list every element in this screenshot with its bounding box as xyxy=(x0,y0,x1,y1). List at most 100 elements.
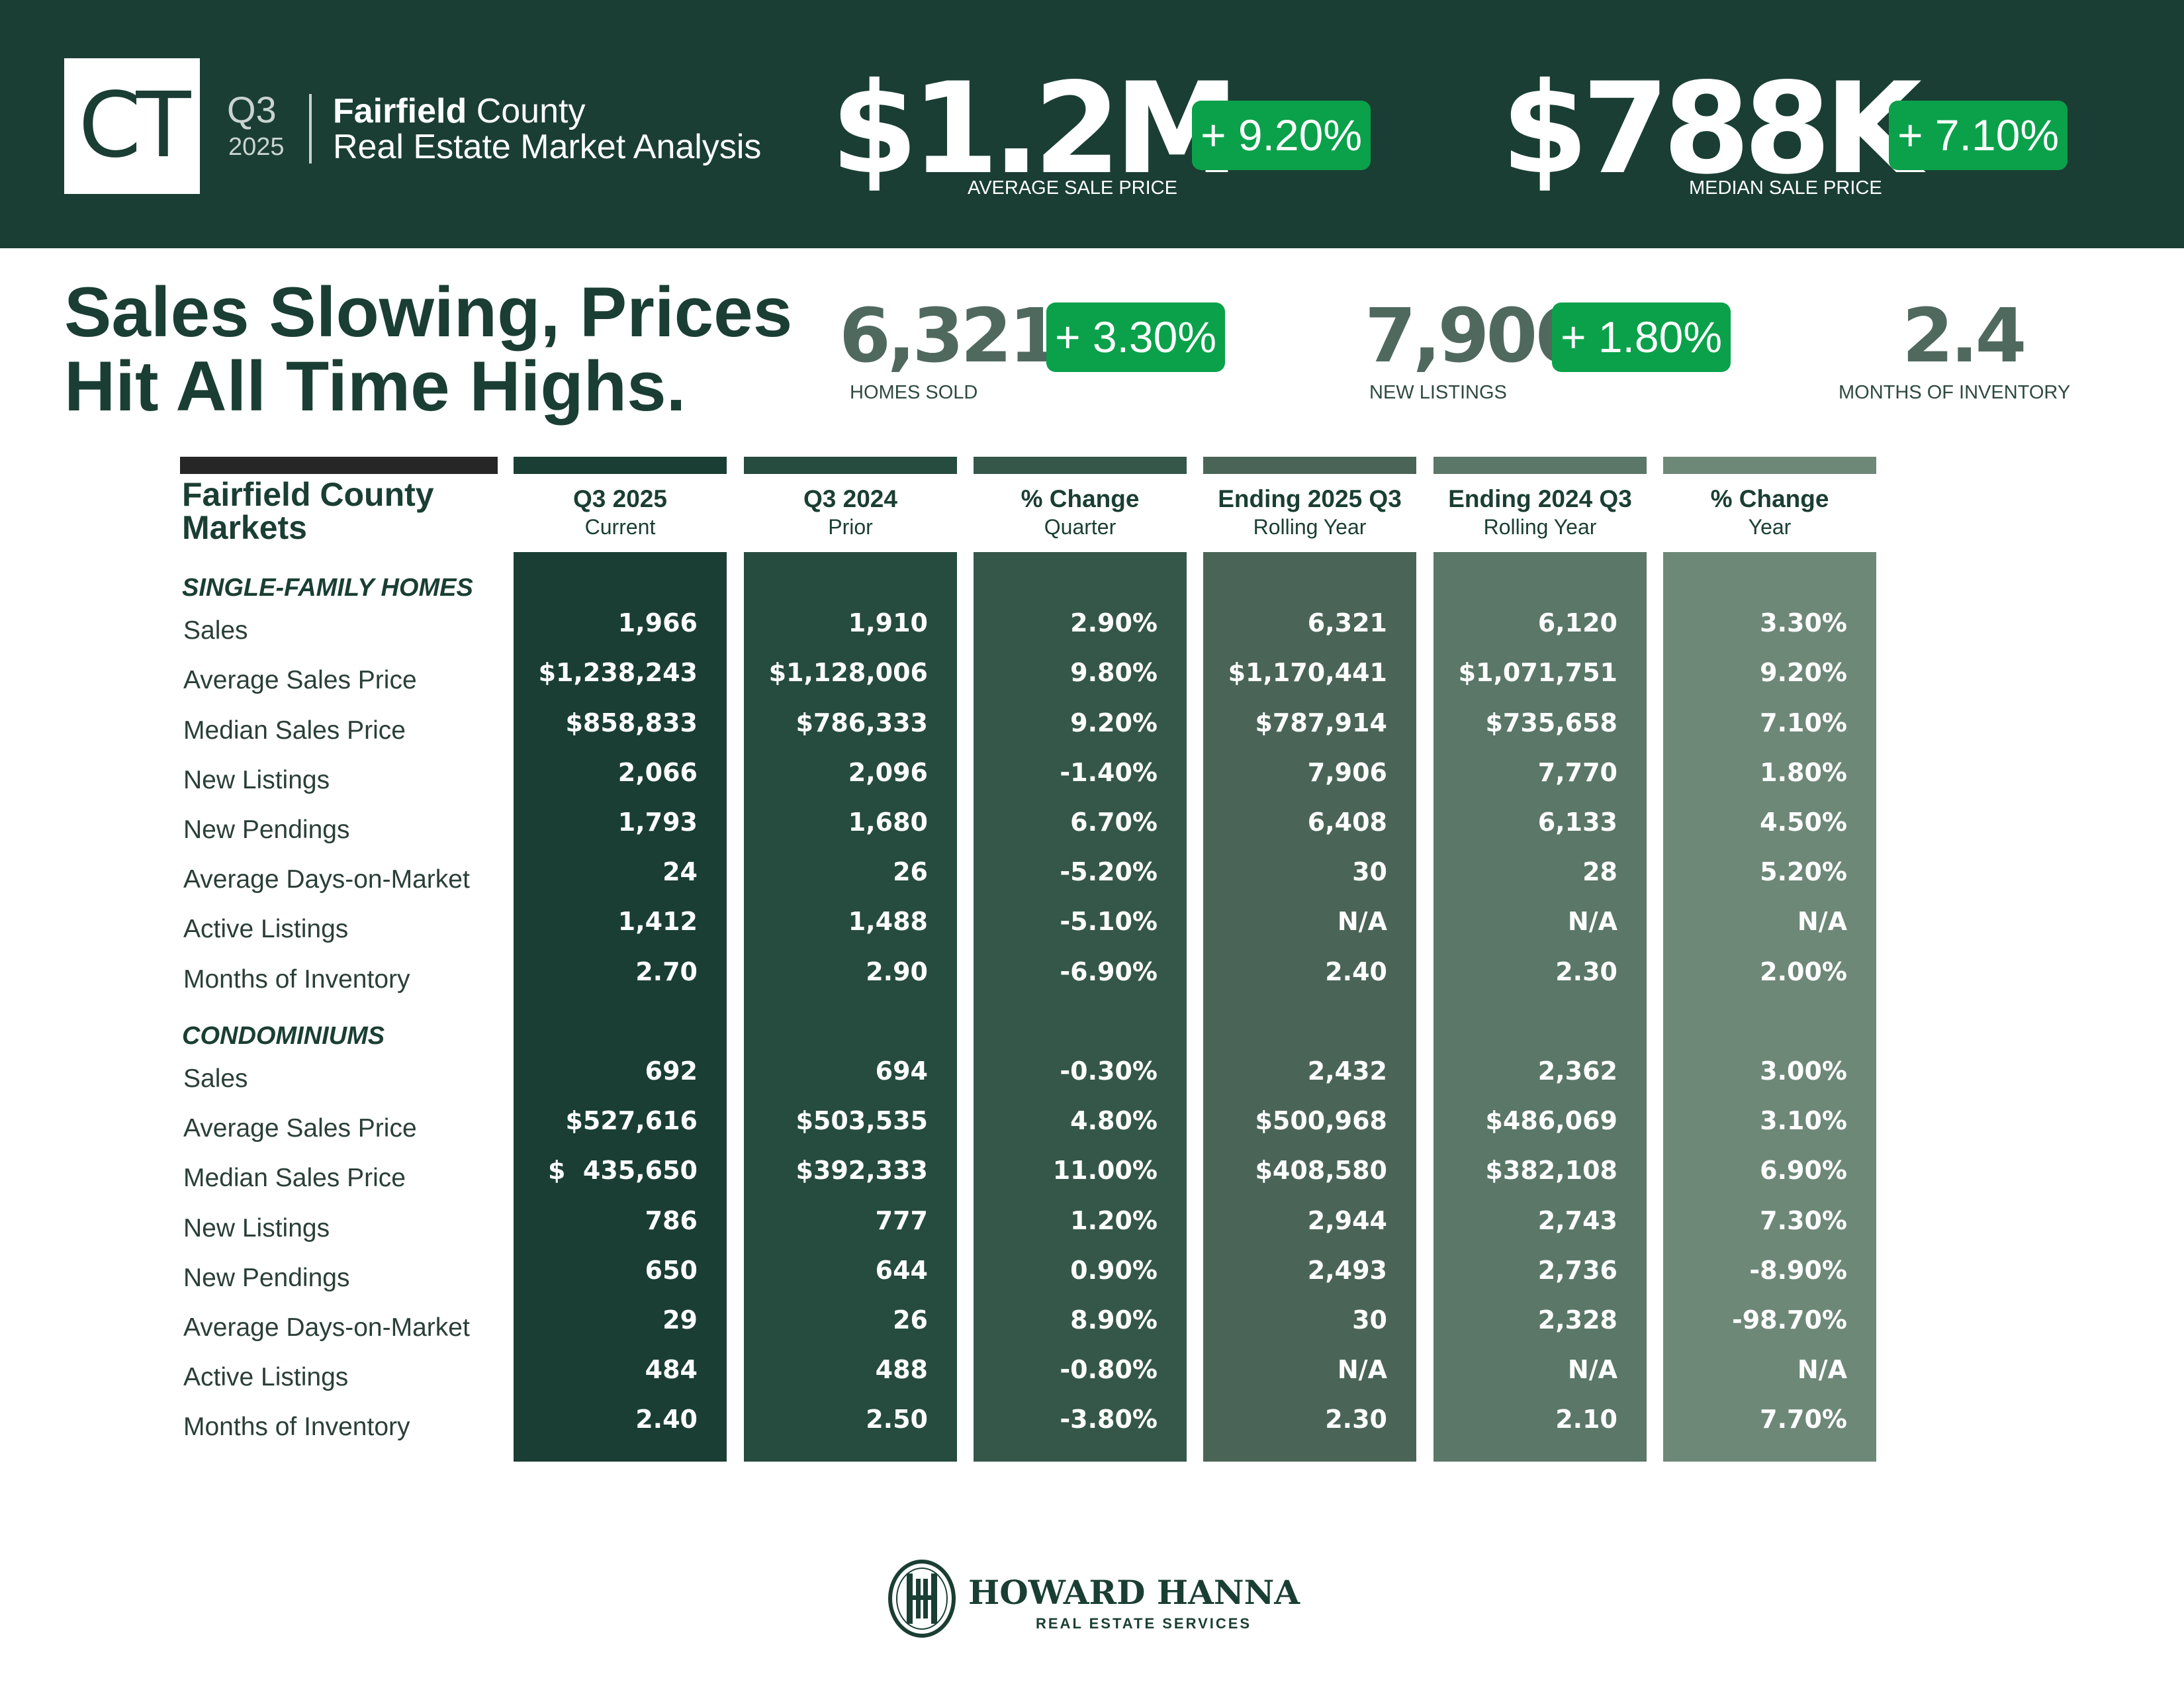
table-cell: $1,238,243 xyxy=(538,658,698,688)
column-title: Ending 2024 Q3 xyxy=(1448,485,1632,512)
table-cell: N/A xyxy=(1797,907,1847,937)
table-cell: 9.80% xyxy=(1070,658,1158,688)
table-cell: 777 xyxy=(875,1205,928,1235)
row-label: Active Listings xyxy=(183,915,349,944)
report-title: Real Estate Market Analysis xyxy=(333,128,762,166)
column-body xyxy=(514,552,727,1462)
table-cell: 9.20% xyxy=(1070,708,1158,737)
table-cell: 9.20% xyxy=(1760,658,1847,688)
row-label: Active Listings xyxy=(183,1363,349,1392)
column-subtitle: Rolling Year xyxy=(1483,515,1597,539)
column-subtitle: Rolling Year xyxy=(1253,515,1367,539)
table-cell: 2,066 xyxy=(617,757,698,787)
table-cell: 4.50% xyxy=(1760,808,1847,837)
column-subtitle: Current xyxy=(584,515,656,539)
table-cell: N/A xyxy=(1797,1355,1847,1385)
column-top-bar xyxy=(974,457,1187,474)
table-cell: 1.20% xyxy=(1070,1205,1158,1235)
table-cell: N/A xyxy=(1337,907,1387,937)
column-title: Ending 2025 Q3 xyxy=(1218,485,1402,512)
column-header: % Change Quarter xyxy=(974,485,1187,540)
table-cell: 0.90% xyxy=(1070,1255,1158,1285)
county-name: Fairfield xyxy=(333,92,467,130)
headline-line-1: Sales Slowing, Prices xyxy=(64,272,793,352)
row-label: New Pendings xyxy=(183,816,350,844)
table-cell: 2.70 xyxy=(635,957,698,986)
avg-sale-price-label: AVERAGE SALE PRICE xyxy=(968,177,1177,199)
table-cell: 786 xyxy=(645,1205,698,1235)
table-cell: -0.80% xyxy=(1060,1355,1158,1385)
table-cell: 694 xyxy=(875,1056,928,1086)
table-cell: 2,328 xyxy=(1537,1305,1617,1335)
table-cell: $1,128,006 xyxy=(768,658,928,688)
homes-sold-change: + 3.30% xyxy=(1046,303,1225,372)
column-body xyxy=(1433,552,1647,1462)
new-listings-label: NEW LISTINGS xyxy=(1369,382,1507,403)
table-cell: 30 xyxy=(1352,857,1387,887)
table-cell: 6.70% xyxy=(1070,808,1158,837)
section-title: CONDOMINIUMS xyxy=(182,1021,385,1050)
table-cell: $408,580 xyxy=(1255,1156,1387,1186)
table-cell: 2.90 xyxy=(866,957,928,986)
table-cell: N/A xyxy=(1567,1355,1617,1385)
table-cell: 2.90% xyxy=(1070,608,1158,638)
table-cell: $1,071,751 xyxy=(1458,658,1617,688)
table-cell: 2,736 xyxy=(1537,1255,1617,1285)
table-cell: N/A xyxy=(1337,1355,1387,1385)
table-cell: -0.30% xyxy=(1060,1056,1158,1086)
table-cell: 1,488 xyxy=(848,907,928,937)
table-cell: 2,493 xyxy=(1307,1255,1387,1285)
table-cell: $392,333 xyxy=(796,1156,928,1186)
table-cell: $787,914 xyxy=(1255,708,1387,737)
table-cell: 7,770 xyxy=(1537,757,1617,787)
headline-line-2: Hit All Time Highs. xyxy=(64,346,686,426)
table-cell: 26 xyxy=(893,857,928,887)
column-top-bar xyxy=(514,457,727,474)
row-label: Median Sales Price xyxy=(183,716,406,745)
row-label: Months of Inventory xyxy=(183,964,410,994)
table-cell: $ 435,650 xyxy=(548,1156,698,1186)
column-body xyxy=(1663,552,1876,1462)
table-cell: $486,069 xyxy=(1485,1106,1617,1136)
table-cell: 4.80% xyxy=(1070,1106,1158,1136)
table-cell: 6,408 xyxy=(1307,808,1387,837)
new-listings-change: + 1.80% xyxy=(1552,303,1731,372)
table-cell: $503,535 xyxy=(796,1106,928,1136)
table-cell: 2.40 xyxy=(635,1405,698,1434)
homes-sold-value: 6,321 xyxy=(839,293,1060,379)
table-cell: 3.10% xyxy=(1760,1106,1847,1136)
avg-sale-price-change: + 9.20% xyxy=(1192,101,1371,170)
table-cell: 2,432 xyxy=(1307,1056,1387,1086)
howard-hanna-logo-icon xyxy=(888,1560,956,1638)
row-label: Months of Inventory xyxy=(183,1413,410,1442)
table-cell: 5.20% xyxy=(1760,857,1847,887)
brand-name: HOWARD HANNA xyxy=(968,1573,1300,1612)
table-cell: -5.10% xyxy=(1060,907,1158,937)
table-cell: 28 xyxy=(1582,857,1617,887)
table-cell: 29 xyxy=(662,1305,698,1335)
table-cell: 6,120 xyxy=(1537,608,1617,638)
year-label: 2025 xyxy=(228,133,285,161)
table-cell: 1,910 xyxy=(848,608,928,638)
table-cell: 6,321 xyxy=(1307,608,1387,638)
table-cell: 7.30% xyxy=(1760,1205,1847,1235)
table-cell: 7,906 xyxy=(1307,757,1387,787)
table-cell: $786,333 xyxy=(796,708,928,737)
new-listings-value: 7,906 xyxy=(1365,293,1586,379)
table-cell: 30 xyxy=(1352,1305,1387,1335)
table-cell: 488 xyxy=(875,1355,928,1385)
table-cell: 1,966 xyxy=(617,608,698,638)
column-subtitle: Year xyxy=(1748,515,1792,539)
table-cell: 1.80% xyxy=(1760,757,1847,787)
title-divider xyxy=(309,94,312,164)
table-cell: 11.00% xyxy=(1052,1156,1158,1186)
table-cell: 1,412 xyxy=(617,907,698,937)
table-cell: 2.00% xyxy=(1760,957,1847,986)
table-cell: 2.50 xyxy=(866,1405,928,1434)
label-column-bar xyxy=(180,457,498,474)
table-cell: -3.80% xyxy=(1060,1405,1158,1434)
table-cell: 2.10 xyxy=(1555,1405,1617,1434)
table-cell: 644 xyxy=(875,1255,928,1285)
row-label: New Listings xyxy=(183,1213,330,1243)
table-cell: 2,743 xyxy=(1537,1205,1617,1235)
